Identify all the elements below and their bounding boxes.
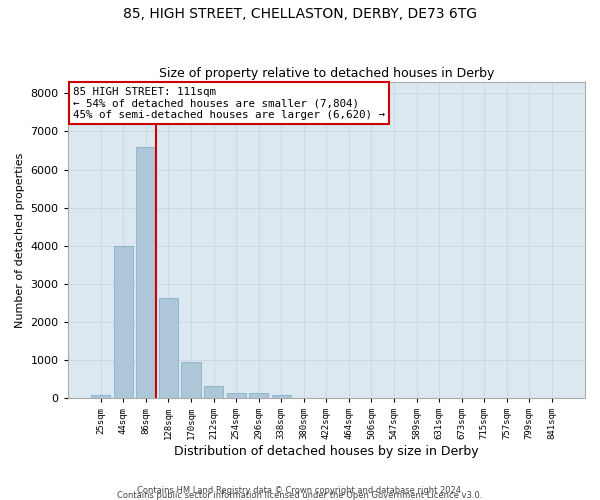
Y-axis label: Number of detached properties: Number of detached properties (15, 152, 25, 328)
Bar (114, 246, 133, 398)
Text: Contains public sector information licensed under the Open Government Licence v3: Contains public sector information licen… (118, 491, 482, 500)
Bar (249, 394, 268, 398)
Title: Size of property relative to detached houses in Derby: Size of property relative to detached ho… (158, 66, 494, 80)
Bar (91, 395, 110, 398)
Bar (204, 386, 223, 398)
Bar (227, 392, 246, 398)
Bar (159, 298, 178, 398)
Text: Contains HM Land Registry data © Crown copyright and database right 2024.: Contains HM Land Registry data © Crown c… (137, 486, 463, 495)
X-axis label: Distribution of detached houses by size in Derby: Distribution of detached houses by size … (174, 444, 479, 458)
Bar (136, 148, 155, 398)
Bar (181, 362, 200, 398)
Text: 85, HIGH STREET, CHELLASTON, DERBY, DE73 6TG: 85, HIGH STREET, CHELLASTON, DERBY, DE73… (123, 8, 477, 22)
Bar (272, 394, 291, 398)
Text: 85 HIGH STREET: 111sqm
← 54% of detached houses are smaller (7,804)
45% of semi-: 85 HIGH STREET: 111sqm ← 54% of detached… (73, 87, 385, 120)
